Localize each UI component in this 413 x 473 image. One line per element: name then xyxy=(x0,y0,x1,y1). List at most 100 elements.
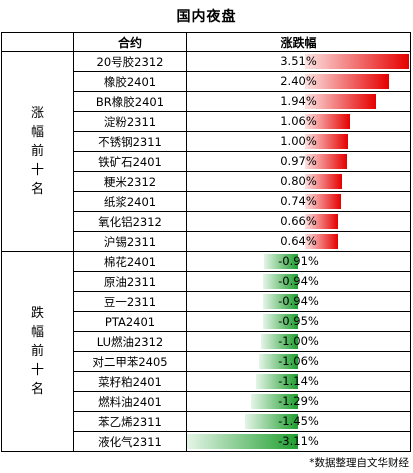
contract-name: 沪锡2311 xyxy=(73,231,187,252)
header-contract: 合约 xyxy=(73,32,187,52)
gain-bar xyxy=(305,134,348,149)
gain-bar xyxy=(305,114,350,129)
table-row: 不锈钢2311 1.00% xyxy=(2,131,411,152)
contract-name: 棉花2401 xyxy=(73,251,187,272)
change-value: 0.66% xyxy=(280,214,317,228)
change-cell: 1.94% xyxy=(186,91,411,112)
loss-bar xyxy=(259,354,298,369)
gain-bar xyxy=(305,234,338,249)
gain-bar xyxy=(305,74,389,89)
group-label-char: 名 xyxy=(30,382,44,397)
change-cell: 2.40% xyxy=(186,71,411,92)
contract-name: 氧化铝2312 xyxy=(73,211,187,232)
loss-bar xyxy=(261,334,298,349)
change-value: 0.80% xyxy=(280,174,317,188)
change-value: 0.64% xyxy=(280,234,317,248)
source-footnote: *数据整理自文华财经 xyxy=(309,457,409,469)
change-value: -1.06% xyxy=(278,354,319,368)
change-cell: -0.91% xyxy=(186,251,411,272)
change-cell: -3.11% xyxy=(186,431,411,452)
contract-name: 橡胶2401 xyxy=(73,71,187,92)
group-label-char: 跌 xyxy=(30,306,44,321)
table-row: 液化气2311 -3.11% xyxy=(2,431,411,452)
up-group-label: 涨幅前十名 xyxy=(1,51,74,252)
change-value: 3.51% xyxy=(280,54,317,68)
change-cell: -1.45% xyxy=(186,411,411,432)
change-cell: 0.97% xyxy=(186,151,411,172)
change-value: -1.14% xyxy=(278,374,319,388)
change-cell: -0.94% xyxy=(186,291,411,312)
contract-name: 粳米2312 xyxy=(73,171,187,192)
table-row: 豆一2311 -0.94% xyxy=(2,291,411,312)
contract-name: 20号胶2312 xyxy=(73,51,187,72)
header-blank xyxy=(1,32,74,52)
table-row: 纸浆2401 0.74% xyxy=(2,191,411,212)
loss-bar xyxy=(256,374,298,389)
table-row: 菜籽粕2401 -1.14% xyxy=(2,371,411,392)
change-value: -3.11% xyxy=(278,434,319,448)
contract-name: 苯乙烯2311 xyxy=(73,411,187,432)
contract-name: 燃料油2401 xyxy=(73,391,187,412)
loss-bar xyxy=(263,314,298,329)
gain-bar xyxy=(305,94,376,109)
contract-name: 对二甲苯2405 xyxy=(73,351,187,372)
table-row: 跌幅前十名棉花2401 -0.91% xyxy=(1,251,411,452)
change-value: -0.91% xyxy=(278,254,319,268)
night-session-table: 合约 涨跌幅 涨幅前十名 20号胶2312 3.51% 橡胶2401 2.40% BR橡胶… xyxy=(1,32,411,452)
change-cell: 1.00% xyxy=(186,131,411,152)
change-value: 1.06% xyxy=(280,114,317,128)
contract-name: BR橡胶2401 xyxy=(73,91,187,112)
change-value: 2.40% xyxy=(280,74,317,88)
table-row: 苯乙烯2311 -1.45% xyxy=(2,411,411,432)
contract-name: 液化气2311 xyxy=(73,431,187,452)
change-value: -0.94% xyxy=(278,294,319,308)
table-row: 涨幅前十名 20号胶2312 3.51% xyxy=(1,51,411,252)
loss-bar xyxy=(187,434,298,449)
change-value: -1.45% xyxy=(278,414,319,428)
down-group-label: 跌幅前十名 xyxy=(1,251,74,452)
group-label-char: 幅 xyxy=(30,325,44,340)
gain-bar xyxy=(305,54,409,69)
contract-name: PTA2401 xyxy=(73,311,187,332)
group-label-char: 名 xyxy=(30,182,44,197)
contract-name: 原油2311 xyxy=(73,271,187,292)
change-value: -1.00% xyxy=(278,334,319,348)
group-label-char: 十 xyxy=(30,163,44,178)
change-cell: 0.64% xyxy=(186,231,411,252)
loss-bar xyxy=(263,294,298,309)
loss-bar xyxy=(251,394,298,409)
loss-bar xyxy=(264,254,298,269)
table-body: 涨幅前十名 20号胶2312 3.51% 橡胶2401 2.40% BR橡胶2401 1.9… xyxy=(1,51,411,452)
change-cell: -1.06% xyxy=(186,351,411,372)
table-row: PTA2401 -0.95% xyxy=(2,311,411,332)
gain-bar xyxy=(305,174,342,189)
table-row: 橡胶2401 2.40% xyxy=(2,71,411,92)
change-cell: 0.74% xyxy=(186,191,411,212)
change-cell: 1.06% xyxy=(186,111,411,132)
change-value: -0.95% xyxy=(278,314,319,328)
change-value: -0.94% xyxy=(278,274,319,288)
change-cell: -1.00% xyxy=(186,331,411,352)
loss-bar xyxy=(263,274,298,289)
contract-name: 不锈钢2311 xyxy=(73,131,187,152)
change-cell: -1.29% xyxy=(186,391,411,412)
change-cell: -1.14% xyxy=(186,371,411,392)
contract-name: 淀粉2311 xyxy=(73,111,187,132)
change-value: 0.74% xyxy=(280,194,317,208)
table-row: 沪锡2311 0.64% xyxy=(2,231,411,252)
change-cell: 3.51% xyxy=(186,51,411,72)
change-cell: 0.80% xyxy=(186,171,411,192)
change-value: 0.97% xyxy=(280,154,317,168)
change-cell: 0.66% xyxy=(186,211,411,232)
gain-bar xyxy=(305,214,338,229)
group-label-char: 十 xyxy=(30,363,44,378)
gain-bar xyxy=(305,194,341,209)
table-row: 粳米2312 0.80% xyxy=(2,171,411,192)
change-cell: -0.95% xyxy=(186,311,411,332)
change-value: 1.94% xyxy=(280,94,317,108)
gain-bar xyxy=(305,154,347,169)
group-label-char: 涨 xyxy=(30,106,44,121)
contract-name: 铁矿石2401 xyxy=(73,151,187,172)
group-label-char: 前 xyxy=(30,144,44,159)
change-value: -1.29% xyxy=(278,394,319,408)
